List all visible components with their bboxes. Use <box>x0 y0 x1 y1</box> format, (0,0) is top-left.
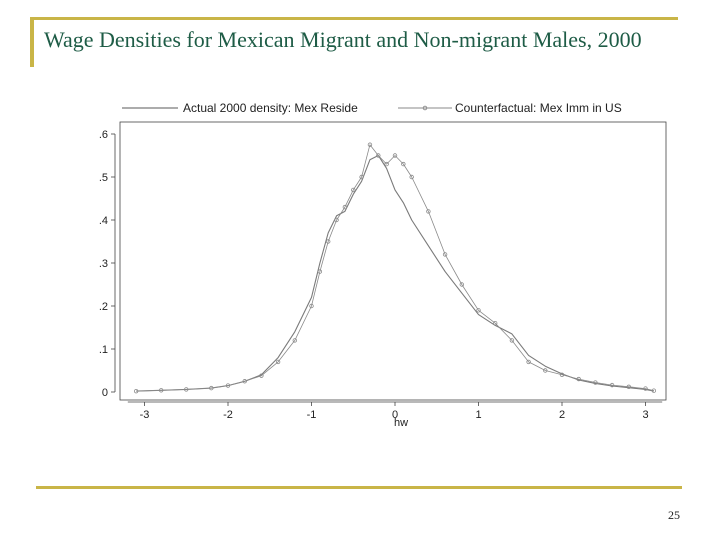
data-point-counterfactual <box>342 204 348 210</box>
data-point-counterfactual <box>225 383 231 388</box>
y-tick-label: .6 <box>99 129 108 141</box>
y-tick-label: .4 <box>99 215 108 227</box>
series-line-counterfactual <box>136 144 654 392</box>
title-accent-rule-top <box>30 17 678 20</box>
data-point-counterfactual <box>392 153 398 158</box>
data-point-counterfactual <box>275 359 281 365</box>
data-point-counterfactual <box>326 239 331 244</box>
footer-accent-rule <box>36 486 682 489</box>
data-point-counterfactual <box>559 372 565 377</box>
legend-label-counterfactual: Counterfactual: Mex Imm in US <box>455 101 622 115</box>
slide-title: Wage Densities for Mexican Migrant and N… <box>44 27 642 52</box>
x-tick-label: 0 <box>392 409 398 421</box>
data-point-counterfactual <box>401 161 406 167</box>
chart-legend: Actual 2000 density: Mex Reside Counterf… <box>122 101 622 115</box>
data-point-counterfactual <box>317 269 323 274</box>
series-layer <box>133 142 657 394</box>
y-tick-label: .5 <box>99 172 108 184</box>
data-point-counterfactual <box>184 387 189 392</box>
plot-area-frame <box>119 121 667 401</box>
data-point-counterfactual <box>576 376 581 382</box>
data-point-counterfactual <box>309 303 314 309</box>
data-point-counterfactual <box>543 368 548 373</box>
data-point-counterfactual <box>426 209 431 214</box>
y-tick-label: .1 <box>99 344 108 356</box>
data-point-counterfactual <box>292 338 297 343</box>
data-point-counterfactual <box>442 252 448 257</box>
x-tick-label: 1 <box>475 409 481 421</box>
data-point-counterfactual <box>376 153 381 158</box>
x-axis-label: hw <box>394 417 408 429</box>
data-point-counterfactual <box>334 217 339 223</box>
data-point-counterfactual <box>384 161 389 167</box>
y-axis: 0 .1 .2 .3 .4 .5 .6 <box>99 129 116 399</box>
y-tick-label: 0 <box>102 387 108 399</box>
x-tick-label: 2 <box>559 409 565 421</box>
x-tick-label: -1 <box>307 409 317 421</box>
data-point-counterfactual <box>209 385 214 391</box>
x-tick-label: -3 <box>140 409 150 421</box>
data-point-counterfactual <box>476 308 481 313</box>
data-point-counterfactual <box>493 321 498 326</box>
series-line-actual <box>136 154 655 392</box>
data-point-counterfactual <box>133 388 139 394</box>
data-point-counterfactual <box>626 384 631 390</box>
data-point-counterfactual <box>409 174 414 180</box>
x-tick-label: -2 <box>223 409 233 421</box>
data-point-counterfactual <box>651 388 657 393</box>
data-point-counterfactual <box>526 359 531 365</box>
data-point-counterfactual <box>643 386 648 391</box>
data-point-counterfactual <box>359 174 364 180</box>
legend-marker-counterfactual <box>422 105 428 111</box>
data-point-counterfactual <box>158 388 164 393</box>
y-tick-label: .2 <box>99 301 108 313</box>
legend-label-actual: Actual 2000 density: Mex Reside <box>183 101 358 115</box>
data-point-counterfactual <box>367 142 373 147</box>
data-point-counterfactual <box>509 338 515 343</box>
data-point-counterfactual <box>242 379 247 384</box>
data-point-counterfactual <box>609 382 615 388</box>
title-accent-bar-vertical <box>30 17 34 67</box>
page-number: 25 <box>668 508 680 522</box>
data-point-counterfactual <box>259 373 264 378</box>
x-tick-label: 3 <box>642 409 648 421</box>
data-point-counterfactual <box>351 187 356 193</box>
data-point-counterfactual <box>459 282 464 287</box>
x-axis: -3 -2 -1 0 1 2 3 <box>127 401 663 421</box>
y-tick-label: .3 <box>99 258 108 270</box>
data-point-counterfactual <box>593 380 598 385</box>
